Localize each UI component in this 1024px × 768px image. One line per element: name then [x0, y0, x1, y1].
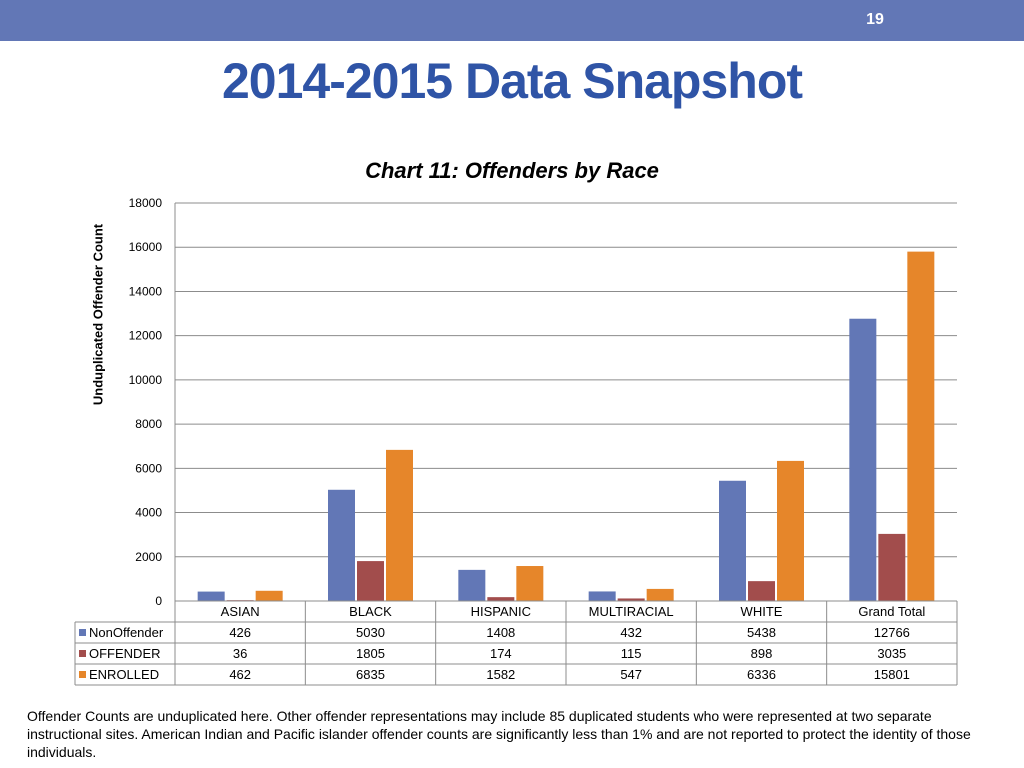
y-tick-label: 4000 [135, 506, 162, 520]
bar-nonoffender-asian [197, 591, 225, 601]
y-tick-label: 12000 [129, 329, 163, 343]
bar-enrolled-white [777, 460, 804, 601]
data-label: 432 [620, 625, 642, 640]
legend-swatch [79, 671, 86, 678]
bar-offender-grand-total [878, 533, 906, 601]
x-tick-label: BLACK [349, 604, 392, 619]
data-label: 6835 [356, 667, 385, 682]
bar-nonoffender-black [328, 489, 355, 601]
header-bar [0, 0, 1024, 41]
data-label: 462 [229, 667, 251, 682]
bar-nonoffender-multiracial [588, 591, 616, 601]
legend-entry: NonOffender [89, 625, 164, 640]
bar-enrolled-hispanic [516, 566, 544, 601]
bar-offender-black [357, 561, 384, 601]
y-tick-label: 6000 [135, 461, 162, 475]
bar-enrolled-asian [255, 590, 283, 601]
y-tick-label: 0 [155, 594, 162, 608]
bar-offender-multiracial [617, 598, 645, 601]
bar-chart: 0 2000 4000 6000 8000 10000 12000 14000 16000 180… [74, 196, 958, 686]
x-tick-label: MULTIRACIAL [589, 604, 674, 619]
legend-entry: ENROLLED [89, 667, 159, 682]
data-label: 5030 [356, 625, 385, 640]
legend-entry: OFFENDER [89, 646, 161, 661]
legend-swatch [79, 650, 86, 657]
x-tick-label: Grand Total [858, 604, 925, 619]
y-tick-label: 2000 [135, 550, 162, 564]
data-label: 12766 [874, 625, 910, 640]
y-tick-label: 8000 [135, 417, 162, 431]
data-label: 174 [490, 646, 512, 661]
y-tick-label: 10000 [129, 373, 163, 387]
y-tick-label: 18000 [129, 196, 163, 210]
data-label: 36 [233, 646, 247, 661]
bar-nonoffender-grand-total [849, 318, 877, 601]
y-tick-label: 14000 [129, 284, 163, 298]
y-tick-label: 16000 [129, 240, 163, 254]
chart-title: Chart 11: Offenders by Race [365, 158, 659, 183]
data-label: 115 [621, 646, 642, 661]
data-label: 426 [229, 625, 251, 640]
x-tick-label: WHITE [741, 604, 783, 619]
data-label: 15801 [874, 667, 910, 682]
slide-title: 2014-2015 Data Snapshot [221, 53, 803, 109]
data-label: 3035 [877, 646, 906, 661]
legend-swatch [79, 629, 86, 636]
bar-offender-white [748, 581, 775, 601]
data-label: 1805 [356, 646, 385, 661]
data-label: 1408 [486, 625, 515, 640]
data-label: 898 [751, 646, 773, 661]
bar-nonoffender-white [719, 480, 746, 601]
data-label: 547 [620, 667, 642, 682]
data-label: 5438 [747, 625, 776, 640]
x-tick-label: ASIAN [221, 604, 260, 619]
data-label: 6336 [747, 667, 776, 682]
bar-nonoffender-hispanic [458, 569, 486, 601]
page-number: 19 [866, 11, 884, 28]
x-tick-label: HISPANIC [471, 604, 531, 619]
data-label: 1582 [486, 667, 515, 682]
footnote: Offender Counts are unduplicated here. O… [27, 708, 971, 760]
bar-offender-hispanic [487, 597, 515, 601]
bar-enrolled-black [386, 449, 413, 601]
bar-enrolled-grand-total [907, 251, 935, 602]
bar-enrolled-multiracial [646, 588, 674, 601]
